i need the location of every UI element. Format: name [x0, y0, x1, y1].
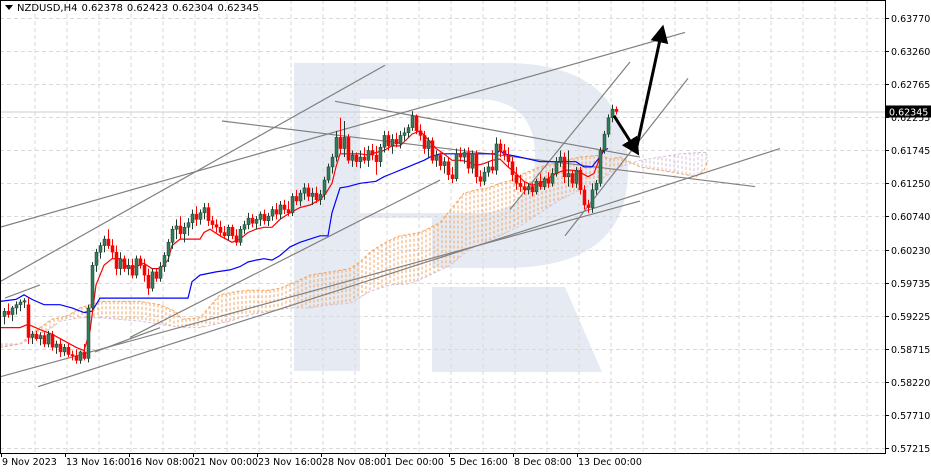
price-tick-label: 0.61250	[891, 179, 930, 190]
price-tick-label: 0.61745	[891, 146, 930, 157]
time-tick-label: 8 Dec 08:00	[514, 457, 572, 468]
price-tick-label: 0.63770	[891, 14, 930, 25]
time-tick-label: 16 Nov 08:00	[130, 457, 194, 468]
dropdown-triangle-icon[interactable]	[5, 5, 13, 10]
price-tick-label: 0.62255	[891, 113, 930, 124]
price-tick-label: 0.60230	[891, 246, 930, 257]
trendline	[0, 31, 686, 228]
svg-text:0.62345: 0.62345	[889, 107, 928, 118]
price-tick-label: 0.58220	[891, 378, 930, 389]
price-tick-label: 0.58715	[891, 345, 930, 356]
time-tick-label: 23 Nov 16:00	[258, 457, 322, 468]
time-tick-label: 1 Dec 00:00	[386, 457, 444, 468]
candlesticks	[2, 104, 619, 364]
trendline	[334, 100, 641, 158]
time-axis[interactable]: 9 Nov 2023 13 Nov 16:00 16 Nov 08:00 21 Nov…	[1, 453, 642, 468]
forecast-arrow	[634, 24, 669, 151]
time-tick-label: 28 Nov 08:00	[322, 457, 386, 468]
price-tick-label: 0.59735	[891, 279, 930, 290]
price-tick-label: 0.59225	[891, 312, 930, 323]
current-price-label: 0.62345	[886, 105, 931, 118]
symbol-header[interactable]: NZDUSD,H4 0.62378 0.62423 0.62304 0.62345	[5, 3, 263, 14]
time-tick-label: 21 Nov 00:00	[194, 457, 258, 468]
trendline	[4, 284, 41, 299]
symbol-name: NZDUSD,H4	[17, 3, 78, 14]
price-tick-label: 0.63260	[891, 47, 930, 58]
broker-watermark-logo	[294, 63, 628, 372]
close-price: 0.62345	[217, 3, 259, 14]
price-tick-label: 0.62765	[891, 80, 930, 91]
trendlines[interactable]	[0, 31, 781, 388]
trendline	[37, 147, 781, 388]
time-tick-label: 13 Nov 16:00	[66, 457, 130, 468]
time-tick-label: 9 Nov 2023	[2, 457, 57, 468]
trendline	[129, 179, 441, 339]
time-tick-label: 5 Dec 16:00	[450, 457, 508, 468]
price-tick-label: 0.57215	[891, 444, 930, 455]
trendline	[94, 327, 161, 353]
kijun-sen-line	[0, 147, 609, 314]
time-tick-label: 13 Dec 00:00	[578, 457, 642, 468]
high-price: 0.62423	[126, 3, 169, 14]
price-axis[interactable]: 0.63770 0.63260 0.62765 0.62255 0.61745 0.612…	[885, 14, 930, 455]
low-price: 0.62304	[172, 3, 214, 14]
price-tick-label: 0.60740	[891, 212, 930, 223]
forecast-arrows[interactable]	[612, 24, 669, 156]
price-tick-label: 0.57710	[891, 411, 930, 422]
open-price: 0.62378	[81, 3, 123, 14]
chart-axes	[0, 0, 886, 454]
trendline	[564, 77, 689, 237]
forecast-arrow	[612, 114, 640, 156]
trendline	[0, 64, 386, 283]
